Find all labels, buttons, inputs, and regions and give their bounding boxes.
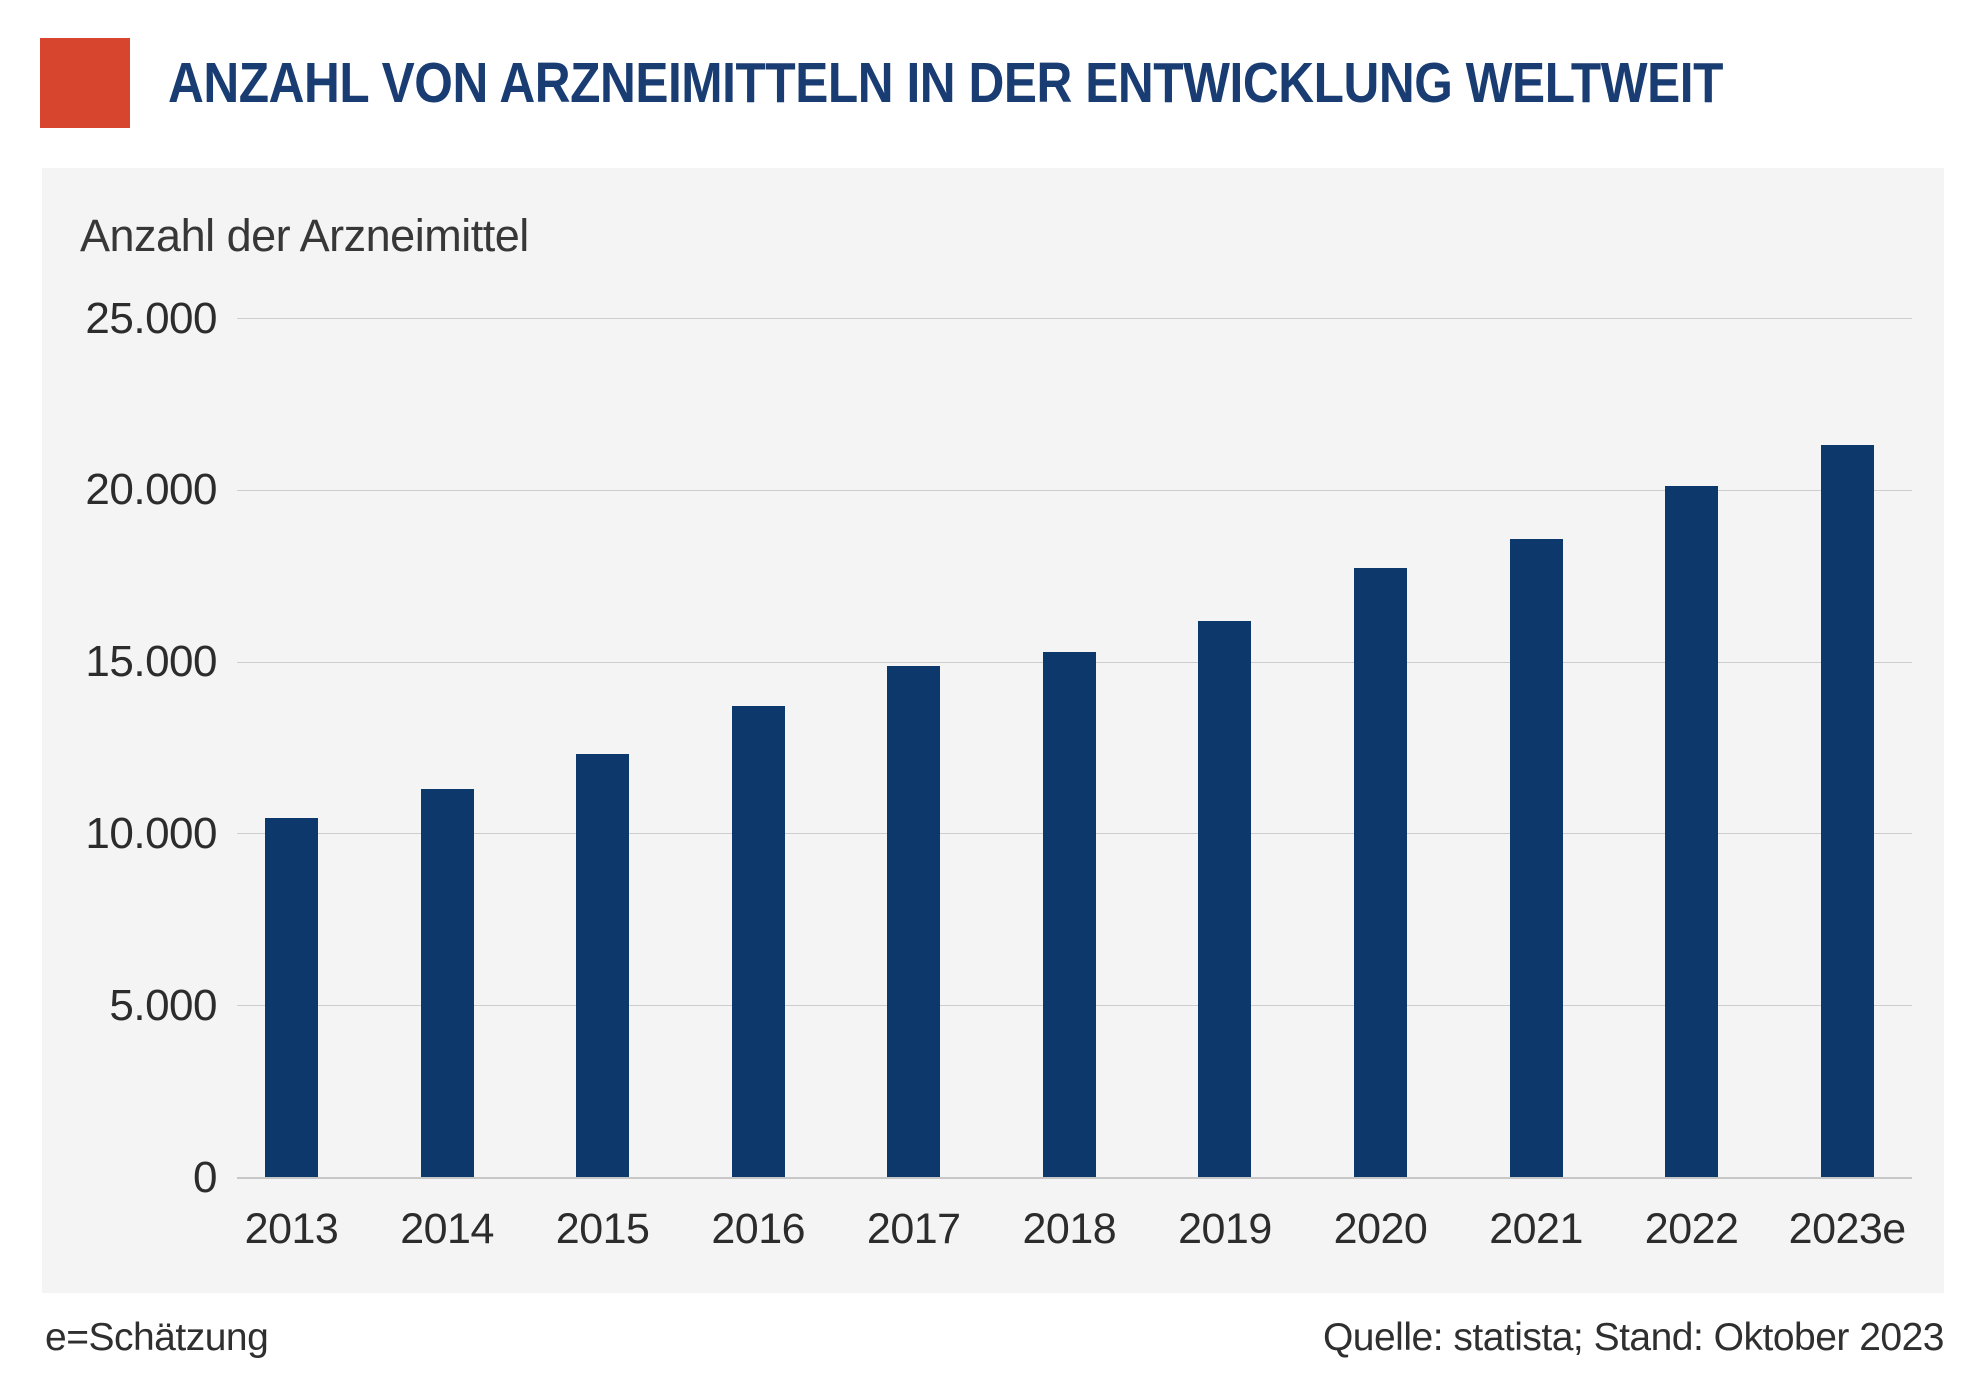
chart-subtitle: Anzahl der Arzneimittel [80, 210, 529, 261]
footer: e=Schätzung Quelle: statista; Stand: Okt… [45, 1316, 1945, 1360]
footnote: e=Schätzung [45, 1316, 269, 1359]
x-tick-label: 2023e [1788, 1205, 1907, 1253]
bar-2023e [1820, 445, 1874, 1177]
x-axis-labels: 2013 2014 2015 2016 2017 2018 2019 2020 2021 2022… [237, 1205, 1912, 1265]
x-tick-label: 2017 [866, 1205, 961, 1253]
bar-2013 [264, 817, 318, 1177]
bar-2014 [420, 788, 474, 1177]
y-tick-label: 20.000 [85, 465, 217, 515]
header: ANZAHL VON ARZNEIMITTELN IN DER ENTWICKL… [40, 38, 1955, 128]
x-tick-label: 2020 [1333, 1205, 1428, 1253]
y-tick-label: 25.000 [85, 293, 217, 343]
bar-2019 [1198, 621, 1252, 1177]
x-axis-baseline: 0 [193, 1153, 1912, 1202]
bar-2018 [1042, 652, 1096, 1177]
x-tick-label: 2014 [400, 1205, 494, 1253]
x-tick-label: 2016 [711, 1205, 806, 1253]
source: Quelle: statista; Stand: Oktober 2023 [1322, 1316, 1945, 1359]
plot-area: 25.000 20.000 15.000 10.000 5.000 0 [85, 294, 1912, 1202]
x-tick-label: 2013 [244, 1205, 339, 1253]
y-tick-label: 15.000 [85, 637, 217, 687]
bar-2016 [731, 705, 785, 1177]
bar-2021 [1509, 538, 1563, 1177]
x-tick-label: 2018 [1022, 1205, 1117, 1253]
y-tick-label: 10.000 [85, 808, 217, 858]
y-tick-label: 0 [193, 1153, 217, 1202]
bar-2020 [1353, 567, 1407, 1177]
bar-2017 [887, 666, 941, 1177]
y-tick-label: 5.000 [109, 980, 217, 1030]
x-tick-label: 2019 [1178, 1205, 1272, 1253]
x-tick-label: 2022 [1644, 1205, 1739, 1253]
bar-2022 [1665, 486, 1719, 1177]
bar-2015 [576, 754, 630, 1177]
chart-panel: Anzahl der Arzneimittel 25.000 20.000 15.0… [42, 168, 1944, 1293]
x-tick-label: 2021 [1489, 1205, 1583, 1253]
page-title: ANZAHL VON ARZNEIMITTELN IN DER ENTWICKL… [168, 50, 1723, 115]
x-tick-label: 2015 [555, 1205, 650, 1253]
gridline: 25.000 [85, 294, 1912, 343]
accent-square [40, 38, 130, 128]
gridline: 20.000 [85, 465, 1912, 514]
